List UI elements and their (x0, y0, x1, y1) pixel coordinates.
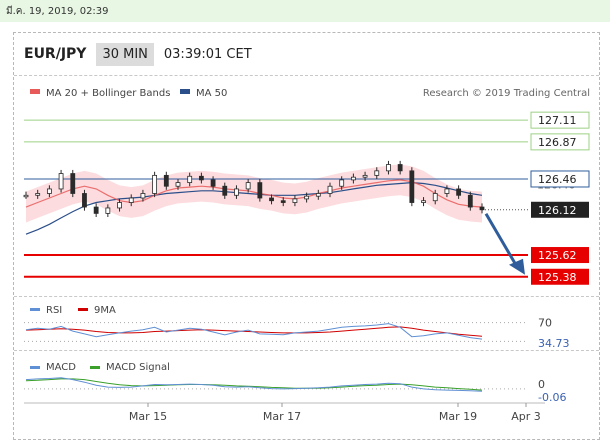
candle-body (386, 164, 391, 172)
candle-body (479, 206, 485, 211)
price-label-box-126.87 (530, 133, 590, 151)
timeframe-button[interactable]: 30 MIN (96, 42, 154, 66)
macd-zero-label: 0 (538, 378, 545, 391)
price-label-box-126.46 (530, 170, 590, 188)
symbol-label: EUR/JPY (24, 46, 87, 62)
candle-body (280, 200, 286, 203)
timestamp-label: 03:39:01 CET (163, 46, 252, 62)
credit-label: Research © 2019 Trading Central (423, 88, 590, 99)
price-label-125.62: 125.62 (538, 249, 577, 262)
candle-body (374, 170, 380, 176)
candle-body (257, 182, 263, 199)
candle-body (397, 164, 403, 172)
ma20-legend-swatch (30, 89, 40, 94)
candle-body (140, 193, 146, 199)
price-label-box-126.12 (531, 201, 589, 218)
macd-line (25, 377, 483, 392)
candle-body (444, 188, 450, 194)
price-label-box-125.62 (531, 247, 589, 264)
candle-body (222, 185, 228, 196)
candle-body (292, 198, 298, 203)
candle-body (350, 176, 356, 181)
macd-signal-legend-swatch (90, 366, 100, 369)
candle-body (362, 174, 368, 178)
macd-legend-label: MACD (46, 362, 76, 373)
candle-body (432, 193, 438, 202)
x-tick-label: Mar 15 (129, 410, 167, 423)
candle-body (315, 193, 321, 197)
candle-body (152, 174, 158, 194)
price-label-126.46: 126.46 (538, 173, 577, 186)
macd-last-label: -0.06 (538, 391, 566, 404)
candle-body (187, 175, 193, 184)
rsi-ma-legend-label: 9MA (94, 305, 116, 316)
macd-signal-line (25, 378, 483, 391)
rsi-level-label: 70 (538, 317, 552, 330)
date-text: มี.ค. 19, 2019, 02:39 (6, 6, 109, 17)
rsi-divider (14, 296, 599, 297)
candle-body (82, 193, 87, 208)
macd-divider (14, 350, 599, 351)
candle-body (245, 182, 251, 190)
rsi-ma-legend-swatch (78, 308, 88, 311)
candle-body (304, 195, 310, 200)
candle-body (105, 207, 111, 214)
macd-signal-legend-label: MACD Signal (106, 362, 170, 373)
ma50-line (25, 181, 483, 235)
candle-body (46, 188, 52, 194)
x-tick-label: Mar 19 (439, 410, 477, 423)
x-tick-label: Mar 17 (263, 410, 301, 423)
candle-body (175, 182, 181, 187)
candle-body (210, 179, 216, 187)
candle-body (339, 179, 345, 187)
candle-body (117, 202, 122, 209)
rsi-legend-label: RSI (46, 305, 62, 316)
rsi-last-label: 34.73 (538, 337, 570, 350)
candle-body (409, 170, 415, 203)
candle-body (198, 175, 204, 181)
rsi-line (25, 323, 483, 340)
ma50-legend-swatch (180, 89, 190, 94)
price-label-125.38: 125.38 (538, 271, 577, 284)
candle-body (269, 197, 274, 202)
chart-header: EUR/JPY 30 MIN 03:39:01 CET (24, 41, 252, 67)
candle-body (327, 185, 333, 194)
price-label-126.12: 126.12 (538, 204, 577, 217)
ma50-legend-label: MA 50 (196, 88, 227, 99)
date-bar: มี.ค. 19, 2019, 02:39 (0, 0, 610, 22)
rsi-legend-swatch (30, 308, 40, 311)
candle-body (93, 206, 99, 214)
candle-body (467, 194, 473, 208)
price-label-box-127.11 (530, 111, 590, 129)
candle-body (70, 173, 76, 194)
macd-legend-swatch (30, 366, 40, 369)
candle-body (35, 193, 41, 196)
forecast-arrow-shaft (484, 213, 519, 268)
price-label-127.11: 127.11 (538, 114, 577, 127)
price-label-box-125.38 (531, 268, 589, 285)
candle-body (234, 188, 239, 196)
candle-body (23, 194, 29, 198)
candle-body (163, 174, 169, 187)
price-label-126.87: 126.87 (538, 136, 577, 149)
candle-body (58, 173, 64, 190)
header-divider (14, 75, 599, 76)
candle-body (128, 197, 134, 203)
chart-frame (13, 32, 600, 440)
ma20-legend-label: MA 20 + Bollinger Bands (46, 88, 170, 99)
x-tick-label: Apr 3 (511, 410, 541, 423)
ma20-line (25, 179, 483, 208)
forecast-arrowhead (509, 258, 525, 275)
candle-body (421, 200, 426, 203)
candle-body (456, 188, 462, 196)
